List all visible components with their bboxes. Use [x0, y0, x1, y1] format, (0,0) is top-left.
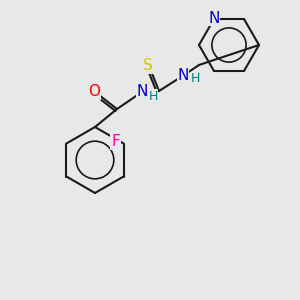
Text: H: H: [190, 73, 200, 85]
Text: N: N: [208, 11, 220, 26]
Text: F: F: [111, 134, 120, 149]
Text: N: N: [177, 68, 189, 82]
Text: S: S: [143, 58, 153, 74]
Text: O: O: [88, 85, 100, 100]
Text: H: H: [148, 89, 158, 103]
Text: N: N: [136, 85, 148, 100]
